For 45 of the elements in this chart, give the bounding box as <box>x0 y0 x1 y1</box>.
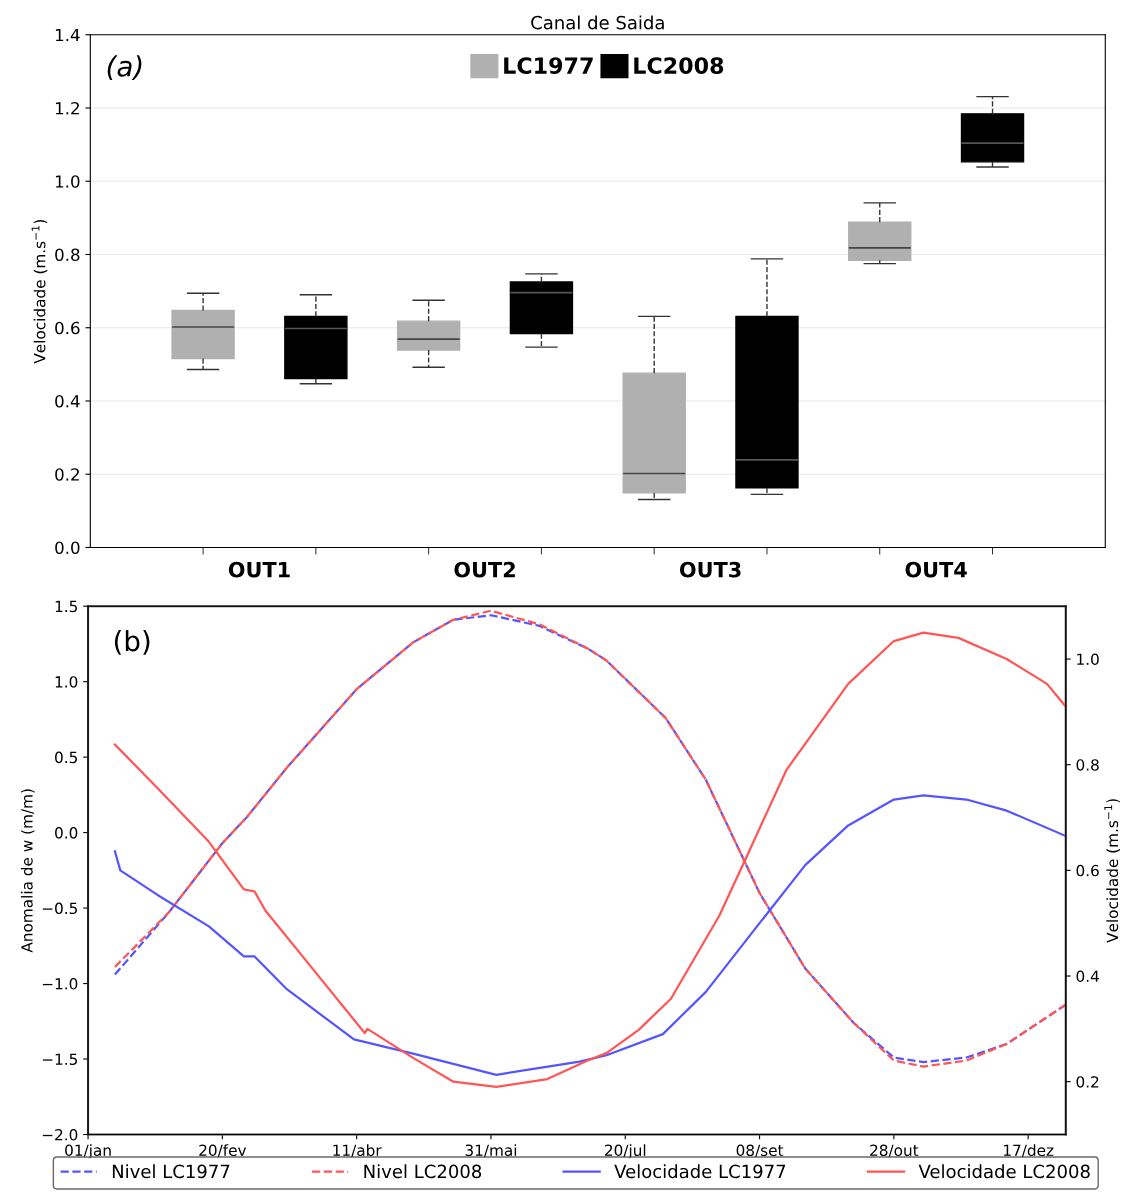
y2-tick-label: 0.8 <box>1076 759 1099 771</box>
legend-label: Nivel LC1977 <box>112 1164 230 1179</box>
legend-label: Velocidade LC1977 <box>614 1164 786 1179</box>
y-tick-label: 1.0 <box>55 175 80 188</box>
y-tick-label: −1.0 <box>42 978 78 990</box>
x-tick-label: 20/jul <box>605 1144 646 1160</box>
y2-tick-label: 1.0 <box>1077 653 1099 666</box>
annotation: (b) <box>114 629 150 655</box>
y-tick-label: 0.0 <box>55 827 78 839</box>
legend-label: Velocidade LC2008 <box>918 1164 1090 1179</box>
x-tick-label: OUT1 <box>228 561 290 578</box>
y-tick-label: 0.6 <box>55 321 80 335</box>
legend-label: LC1977 <box>504 57 593 74</box>
y-tick-label: 0.2 <box>55 468 79 481</box>
y2-tick-label: 0.2 <box>1076 1076 1099 1088</box>
y-tick-label: 0.4 <box>55 394 80 408</box>
legend-label: Nivel LC2008 <box>364 1164 482 1179</box>
chart-title: Canal de Saida <box>531 15 664 30</box>
y-tick-label: 0.0 <box>55 541 80 555</box>
y2-tick-label: 0.6 <box>1076 864 1099 877</box>
x-tick-label: 01/jan <box>65 1144 111 1160</box>
x-tick-label: 17/dez <box>1004 1144 1054 1158</box>
x-tick-label: OUT3 <box>679 561 741 578</box>
x-tick-label: 20/fev <box>199 1144 247 1158</box>
x-tick-label: OUT2 <box>454 561 515 578</box>
y-tick-label: 1.0 <box>55 676 78 688</box>
y-tick-label: −0.5 <box>42 902 77 915</box>
y-tick-label: 1.2 <box>55 101 79 115</box>
y2-axis-title: Velocidade (m.s$^{−1}$) <box>1104 799 1120 943</box>
y-tick-label: −1.5 <box>42 1053 77 1066</box>
x-tick-label: 08/set <box>736 1144 784 1158</box>
x-tick-label: 31/mai <box>465 1144 517 1158</box>
legend-label: LC2008 <box>634 57 724 74</box>
y-tick-label: −2.0 <box>42 1128 78 1141</box>
annotation: (a) <box>107 55 142 81</box>
y-tick-label: 1.5 <box>55 600 78 613</box>
x-tick-label: 11/abr <box>333 1144 382 1158</box>
y2-tick-label: 0.4 <box>1076 970 1099 983</box>
y-tick-label: 1.4 <box>55 28 80 42</box>
x-tick-label: 28/out <box>870 1144 919 1158</box>
x-tick-label: OUT4 <box>905 561 967 578</box>
y-axis-title: Anomalia de w (m/m) <box>20 789 35 953</box>
y-axis-title: Velocidade (m.s$^{−1}$) <box>31 219 48 364</box>
y-tick-label: 0.8 <box>55 248 80 262</box>
y-tick-label: 0.5 <box>55 751 78 764</box>
